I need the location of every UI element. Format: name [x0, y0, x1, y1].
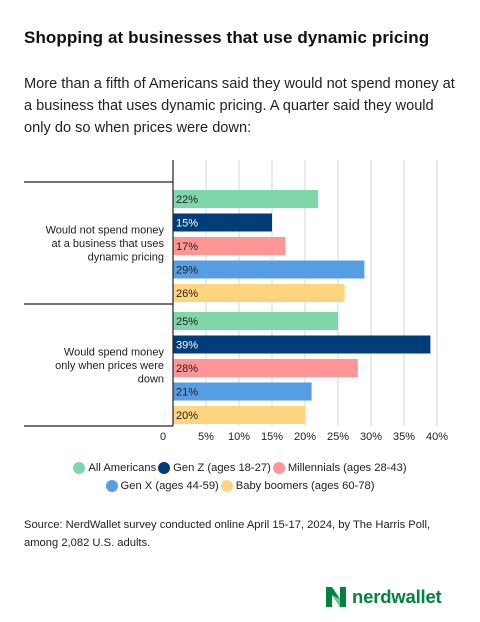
legend-item-all-americans: All Americans	[73, 462, 156, 474]
category-label: Would not spend money	[46, 225, 165, 237]
legend-item-millennials: Millennials (ages 28-43)	[272, 462, 407, 474]
category-label: down	[138, 374, 164, 386]
legend-label-millennials: Millennials (ages 28-43)	[287, 462, 407, 474]
data-label: 28%	[176, 363, 198, 375]
legend-row-1: All Americans Gen Z (ages 18-27) Millenn…	[0, 459, 480, 477]
bar	[173, 260, 365, 279]
x-tick-label: 35%	[393, 431, 415, 443]
x-tick-label: 40%	[426, 431, 448, 443]
x-tick-label: 25%	[327, 431, 349, 443]
legend-swatch-gen-z	[158, 462, 171, 474]
bar	[173, 406, 305, 424]
legend-item-gen-x: Gen X (ages 44-59)	[105, 480, 219, 492]
bar	[173, 335, 431, 354]
legend-swatch-all-americans	[73, 462, 86, 474]
data-label: 20%	[176, 410, 198, 422]
category-label: at a business that uses	[51, 238, 164, 250]
data-label: 39%	[176, 340, 198, 352]
bar	[173, 190, 319, 208]
x-tick-label: 30%	[360, 431, 382, 443]
bar	[173, 359, 358, 377]
legend-label-baby-boomers: Baby boomers (ages 60-78)	[235, 480, 375, 492]
x-tick-label: 20%	[294, 431, 316, 443]
legend-label-gen-z: Gen Z (ages 18-27)	[173, 462, 271, 474]
nerdwallet-wordmark: nerdwallet	[352, 586, 442, 607]
legend: All Americans Gen Z (ages 18-27) Millenn…	[0, 459, 480, 495]
legend-swatch-baby-boomers	[220, 480, 233, 492]
bar	[173, 312, 338, 330]
data-label: 26%	[176, 288, 198, 300]
legend-label-all-americans: All Americans	[88, 462, 157, 474]
legend-item-baby-boomers: Baby boomers (ages 60-78)	[220, 480, 375, 492]
x-tick-label: 0	[160, 431, 166, 443]
nerdwallet-logo: nerdwallet	[325, 586, 442, 608]
category-label: only when prices were	[55, 360, 164, 372]
x-tick-label: 15%	[261, 431, 283, 443]
x-tick-label: 5%	[198, 431, 214, 443]
data-label: 15%	[176, 218, 198, 230]
data-label: 21%	[176, 387, 198, 399]
chart-title: Shopping at businesses that use dynamic …	[24, 28, 430, 47]
category-label: dynamic pricing	[88, 252, 164, 264]
legend-label-gen-x: Gen X (ages 44-59)	[120, 480, 219, 492]
bar	[173, 284, 345, 302]
data-label: 25%	[176, 316, 198, 328]
bar	[173, 382, 312, 401]
category-label: Would spend money	[64, 347, 165, 359]
source-note: Source: NerdWallet survey conducted onli…	[24, 519, 431, 549]
legend-swatch-millennials	[272, 462, 285, 474]
data-label: 22%	[176, 194, 198, 206]
bar	[173, 237, 286, 255]
legend-swatch-gen-x	[105, 480, 118, 492]
legend-row-2: Gen X (ages 44-59) Baby boomers (ages 60…	[0, 477, 480, 495]
chart-subtitle: More than a fifth of Americans said they…	[24, 76, 455, 136]
legend-item-gen-z: Gen Z (ages 18-27)	[158, 462, 271, 474]
data-label: 29%	[176, 265, 198, 277]
x-tick-label: 10%	[228, 431, 250, 443]
data-label: 17%	[176, 241, 198, 253]
bar	[173, 213, 272, 232]
nerdwallet-n-icon	[326, 587, 346, 607]
